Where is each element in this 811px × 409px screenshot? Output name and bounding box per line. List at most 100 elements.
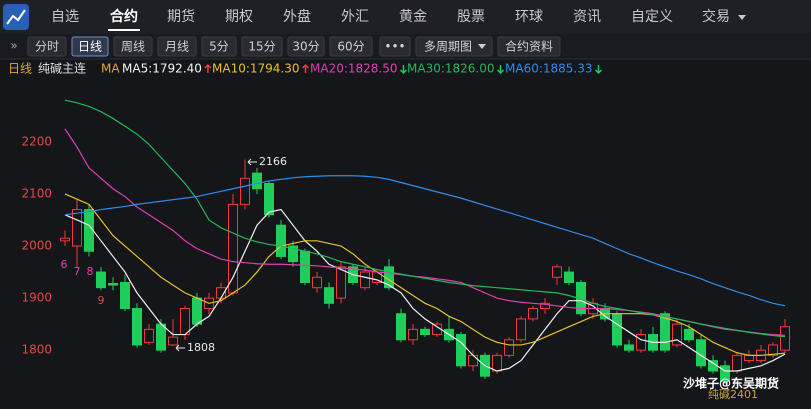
dropdown-arrow xyxy=(738,15,746,20)
toolbar-button[interactable] xyxy=(113,36,153,57)
candle-body xyxy=(360,271,370,289)
toolbar-button[interactable] xyxy=(201,36,237,57)
legend: 日线 纯碱主连 MA MA5:1792.40 MA10:1794.30 MA20:1… xyxy=(8,61,603,76)
toolbar-label: 5分 xyxy=(209,40,229,54)
annotation-arrow xyxy=(175,344,185,352)
nav-bar xyxy=(0,0,811,34)
toolbar-label: 30分 xyxy=(292,40,319,54)
annotation: 1808 xyxy=(187,341,215,354)
nav-tab[interactable]: 自定义 xyxy=(631,9,673,25)
legend-entry: MA10:1794.30 xyxy=(212,62,300,76)
trend-arrow xyxy=(301,63,310,73)
candle-body xyxy=(288,245,298,263)
annotation: 6 xyxy=(61,258,68,271)
candle-body xyxy=(132,308,142,346)
candle-body xyxy=(684,328,694,341)
candle-body xyxy=(240,177,250,205)
legend-entry: MA30:1826.00 xyxy=(407,62,495,76)
ma-line xyxy=(64,99,786,338)
nav-tab[interactable]: 黄金 xyxy=(399,8,427,25)
app-logo xyxy=(3,4,29,30)
trend-arrow xyxy=(496,65,505,75)
y-tick-label: 2100 xyxy=(21,186,52,200)
candle-body xyxy=(408,328,418,341)
trend-arrow xyxy=(594,65,603,75)
nav-tab[interactable]: 资讯 xyxy=(573,9,601,25)
nav-tab[interactable]: 交易 xyxy=(702,8,730,25)
candle-body xyxy=(156,323,166,351)
toolbar-label: 周线 xyxy=(121,40,145,54)
toolbar-label: 多周期图 xyxy=(424,40,472,54)
candle-body xyxy=(720,365,730,382)
candle-body xyxy=(468,354,478,367)
candle-body xyxy=(780,326,790,351)
nav-tab[interactable]: 自选 xyxy=(51,9,79,25)
nav-tab[interactable]: 外汇 xyxy=(341,9,369,25)
annotation: 7 xyxy=(74,265,81,278)
ma-line xyxy=(64,208,786,372)
candle-body xyxy=(72,209,82,247)
candle-body xyxy=(396,313,406,341)
candle-body xyxy=(300,250,310,283)
candle-body xyxy=(516,318,526,341)
toolbar-button[interactable] xyxy=(27,36,67,57)
toolbar-button[interactable] xyxy=(157,36,197,57)
y-tick-label: 1900 xyxy=(21,291,52,305)
candle-body xyxy=(96,271,106,289)
candle-body xyxy=(636,334,646,351)
trend-arrow xyxy=(399,65,408,75)
toolbar-button[interactable] xyxy=(287,36,325,57)
toolbar-button[interactable] xyxy=(241,36,283,57)
nav-tab[interactable]: 环球 xyxy=(515,9,543,25)
candle-body xyxy=(192,297,202,325)
legend-entry: MA20:1828.50 xyxy=(310,62,398,76)
toolbar-label: 分时 xyxy=(35,40,59,54)
candle-body xyxy=(108,283,118,286)
nav-tab[interactable]: 期权 xyxy=(225,9,253,25)
dropdown-arrow xyxy=(478,44,486,49)
toolbar-label: 月线 xyxy=(165,40,189,54)
candle-body xyxy=(624,344,634,351)
collapse-icon[interactable]: » xyxy=(10,39,17,53)
legend-entry: MA5:1792.40 xyxy=(122,62,202,76)
candle-body xyxy=(120,281,130,310)
watermark: 沙堆子@东吴期货 xyxy=(683,376,779,391)
candle-body xyxy=(456,334,466,367)
legend-entry: MA60:1885.33 xyxy=(505,62,593,76)
contract-name: 纯碱主连 xyxy=(38,61,86,76)
toolbar-button[interactable] xyxy=(71,36,109,57)
toolbar-label: 合约资料 xyxy=(505,39,553,54)
candle-body xyxy=(168,336,178,346)
toolbar-label: 日线 xyxy=(78,40,102,54)
annotation-arrow xyxy=(247,158,257,166)
candle-body xyxy=(540,302,550,310)
candle-body xyxy=(564,271,574,283)
contract-tag: 纯碱2401 xyxy=(708,388,758,401)
toolbar-button[interactable] xyxy=(415,36,493,57)
candle-body xyxy=(420,328,430,336)
nav-tab[interactable]: 合约 xyxy=(110,8,138,25)
toolbar-button[interactable] xyxy=(329,36,373,57)
nav-tab[interactable]: 股票 xyxy=(457,9,485,25)
candle-body xyxy=(528,308,538,320)
candle-body xyxy=(612,313,622,346)
period-label: 日线 xyxy=(8,62,32,76)
trend-arrow xyxy=(204,63,212,73)
annotation: 9 xyxy=(98,294,105,307)
toolbar-button[interactable] xyxy=(497,36,561,57)
candle-body xyxy=(324,287,334,304)
ma-line xyxy=(64,175,786,307)
candle-body xyxy=(60,237,70,242)
toolbar-buttons: 分时 日线 周线 月线 5分 15分 30分 60分 ••• 多周期图 合约资料 xyxy=(27,36,561,57)
nav-tab[interactable]: 期货 xyxy=(167,8,195,25)
toolbar-label: 60分 xyxy=(337,40,364,54)
toolbar-button[interactable] xyxy=(379,36,411,57)
annotation: 2166 xyxy=(259,155,287,168)
active-underline xyxy=(108,29,140,31)
nav-tab[interactable]: 外盘 xyxy=(283,8,311,25)
annotation: 8 xyxy=(87,265,94,278)
candle-body xyxy=(672,323,682,346)
candle-body xyxy=(84,209,94,252)
nav-tabs: 自选 合约 期货 期权 外盘 外汇 黄金 股票 环球 资讯 自定义 交易 xyxy=(51,8,746,31)
